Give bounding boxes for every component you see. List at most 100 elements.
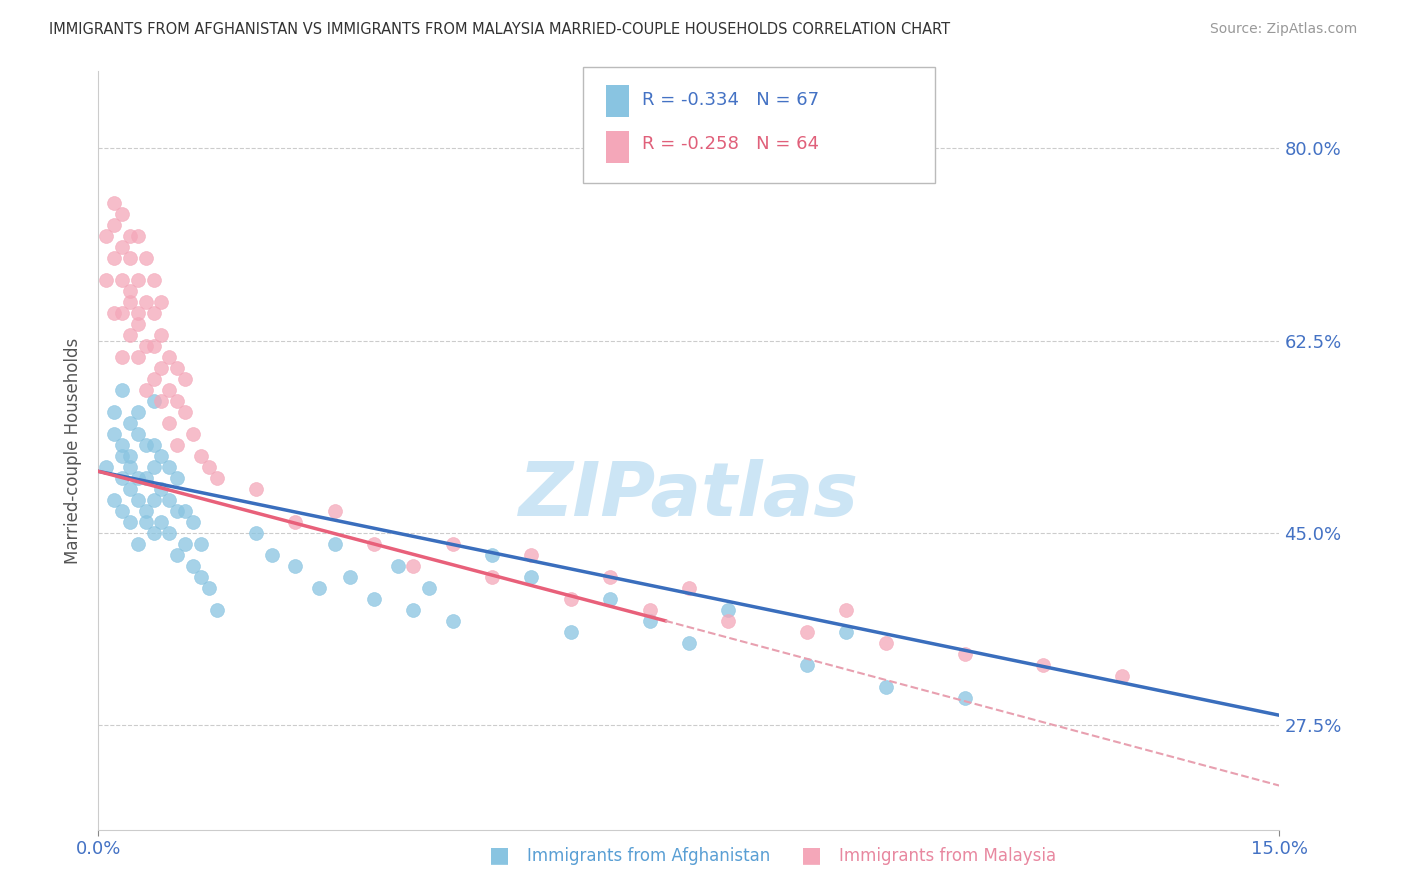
Point (441, 537, 464, 551)
Point (96, 229, 118, 244)
Point (142, 525, 165, 540)
Point (1032, 657, 1054, 672)
Point (135, 438, 157, 452)
Point (127, 229, 149, 244)
Point (118, 515, 141, 529)
Point (197, 459, 219, 474)
Point (118, 229, 141, 244)
Point (174, 504, 197, 518)
Point (363, 591, 385, 606)
Point (142, 372, 165, 386)
Point (190, 537, 212, 551)
Point (135, 339, 157, 353)
Point (142, 306, 165, 320)
Point (796, 624, 818, 639)
Point (111, 438, 134, 452)
Text: R = -0.334   N = 67: R = -0.334 N = 67 (641, 91, 818, 110)
Point (111, 471, 134, 485)
Point (205, 471, 228, 485)
Point (127, 405, 149, 419)
Text: ■: ■ (801, 846, 821, 865)
Point (150, 394, 173, 409)
Point (181, 558, 204, 573)
Point (135, 471, 157, 485)
Point (418, 581, 440, 595)
Point (150, 449, 173, 463)
Point (835, 603, 858, 617)
Point (142, 492, 165, 507)
Point (127, 317, 149, 331)
Point (111, 207, 134, 221)
Text: Immigrants from Afghanistan: Immigrants from Afghanistan (527, 847, 770, 865)
Point (118, 295, 141, 310)
Point (127, 350, 149, 364)
Point (402, 603, 425, 617)
Point (96, 273, 118, 287)
Point (157, 492, 180, 507)
Point (150, 361, 173, 376)
Point (111, 504, 134, 518)
Point (323, 504, 346, 518)
Point (157, 459, 180, 474)
Point (245, 525, 267, 540)
Point (166, 504, 188, 518)
Point (111, 350, 134, 364)
Point (127, 537, 149, 551)
Point (157, 416, 180, 430)
Y-axis label: Married-couple Households: Married-couple Households (65, 337, 83, 564)
Point (441, 614, 464, 628)
Point (166, 361, 188, 376)
Point (127, 471, 149, 485)
Point (118, 251, 141, 265)
Point (717, 614, 740, 628)
Point (599, 591, 621, 606)
Point (174, 372, 197, 386)
Point (1111, 669, 1133, 683)
Point (157, 383, 180, 397)
Point (111, 273, 134, 287)
Point (638, 614, 661, 628)
Point (103, 492, 125, 507)
Point (127, 427, 149, 442)
Point (190, 449, 212, 463)
Point (875, 680, 897, 694)
Point (111, 306, 134, 320)
Point (339, 570, 361, 584)
Point (157, 350, 180, 364)
Point (135, 504, 157, 518)
Point (308, 581, 330, 595)
Point (363, 537, 385, 551)
Point (142, 438, 165, 452)
Point (166, 471, 188, 485)
Point (103, 196, 125, 211)
Point (135, 251, 157, 265)
Point (678, 636, 700, 650)
Point (111, 449, 134, 463)
Point (387, 558, 409, 573)
Point (181, 515, 204, 529)
Point (150, 482, 173, 496)
Point (284, 515, 307, 529)
Point (190, 570, 212, 584)
Point (245, 482, 267, 496)
Point (118, 459, 141, 474)
Point (142, 394, 165, 409)
Point (481, 548, 503, 562)
Point (103, 405, 125, 419)
Text: IMMIGRANTS FROM AFGHANISTAN VS IMMIGRANTS FROM MALAYSIA MARRIED-COUPLE HOUSEHOLD: IMMIGRANTS FROM AFGHANISTAN VS IMMIGRANT… (49, 22, 950, 37)
Point (127, 306, 149, 320)
Point (111, 383, 134, 397)
Point (205, 603, 228, 617)
Text: Source: ZipAtlas.com: Source: ZipAtlas.com (1209, 22, 1357, 37)
Point (96, 459, 118, 474)
Bar (606, 131, 628, 163)
Point (875, 636, 897, 650)
Point (127, 492, 149, 507)
Point (181, 427, 204, 442)
Point (560, 591, 582, 606)
Point (103, 251, 125, 265)
Point (599, 570, 621, 584)
Point (284, 558, 307, 573)
Point (174, 405, 197, 419)
Point (150, 328, 173, 343)
